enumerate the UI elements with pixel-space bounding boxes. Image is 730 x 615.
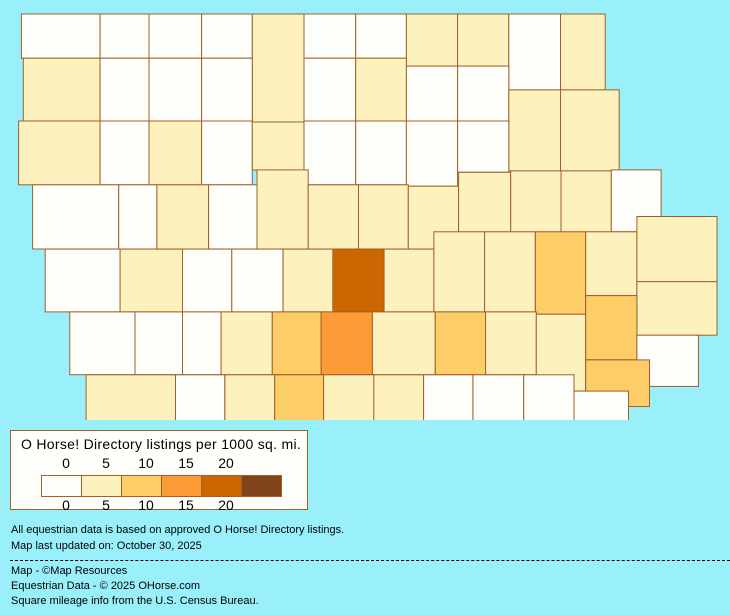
map-credit: Map - ©Map Resources bbox=[11, 565, 128, 577]
legend-tick-bottom: 10 bbox=[138, 497, 154, 513]
county[interactable] bbox=[208, 184, 258, 250]
county[interactable] bbox=[523, 374, 575, 420]
legend-tick-bottom: 15 bbox=[178, 497, 194, 513]
legend-tick-top: 15 bbox=[178, 455, 194, 471]
county[interactable] bbox=[405, 65, 459, 122]
county[interactable] bbox=[148, 13, 203, 59]
county[interactable] bbox=[69, 311, 136, 376]
county[interactable] bbox=[355, 13, 407, 59]
county[interactable] bbox=[251, 121, 305, 171]
county[interactable] bbox=[274, 374, 325, 420]
county[interactable] bbox=[320, 311, 373, 376]
county[interactable] bbox=[323, 374, 375, 420]
county[interactable] bbox=[383, 248, 435, 313]
county[interactable] bbox=[458, 171, 512, 233]
county[interactable] bbox=[405, 13, 459, 67]
county[interactable] bbox=[18, 120, 101, 186]
county[interactable] bbox=[99, 57, 150, 122]
census-credit: Square mileage info from the U.S. Census… bbox=[11, 595, 259, 607]
county[interactable] bbox=[457, 120, 510, 173]
county[interactable] bbox=[282, 248, 334, 313]
county[interactable] bbox=[201, 57, 253, 122]
data-source-note: All equestrian data is based on approved… bbox=[11, 524, 345, 536]
county[interactable] bbox=[182, 248, 233, 313]
county[interactable] bbox=[119, 248, 183, 313]
county[interactable] bbox=[44, 248, 121, 313]
county[interactable] bbox=[355, 120, 407, 186]
county[interactable] bbox=[423, 374, 474, 420]
county[interactable] bbox=[560, 170, 612, 233]
county[interactable] bbox=[32, 184, 120, 250]
county[interactable] bbox=[485, 311, 537, 376]
county[interactable] bbox=[156, 184, 210, 250]
county[interactable] bbox=[99, 120, 150, 186]
county[interactable] bbox=[220, 311, 273, 376]
legend-tick-top: 5 bbox=[102, 455, 110, 471]
county[interactable] bbox=[484, 231, 536, 313]
legend-tick-top: 20 bbox=[218, 455, 234, 471]
county[interactable] bbox=[303, 57, 357, 122]
legend-swatch-0 bbox=[42, 476, 82, 496]
county[interactable] bbox=[256, 169, 309, 250]
legend-color-bar bbox=[41, 475, 282, 497]
divider bbox=[10, 560, 730, 561]
iowa-county-map bbox=[18, 13, 718, 420]
county[interactable] bbox=[371, 311, 436, 376]
county[interactable] bbox=[373, 374, 425, 420]
county[interactable] bbox=[224, 374, 276, 420]
county[interactable] bbox=[636, 216, 718, 283]
legend-title: O Horse! Directory listings per 1000 sq.… bbox=[21, 436, 302, 452]
county[interactable] bbox=[99, 13, 150, 59]
legend-tick-bottom: 0 bbox=[62, 497, 70, 513]
legend-tick-bottom: 20 bbox=[218, 497, 234, 513]
county[interactable] bbox=[85, 374, 176, 420]
county[interactable] bbox=[20, 13, 101, 59]
data-credit: Equestrian Data - © 2025 OHorse.com bbox=[11, 580, 201, 592]
county[interactable] bbox=[472, 374, 525, 420]
legend-tick-bottom: 5 bbox=[102, 497, 110, 513]
county[interactable] bbox=[508, 13, 561, 91]
county[interactable] bbox=[231, 248, 284, 313]
legend-tick-top: 0 bbox=[62, 455, 70, 471]
county[interactable] bbox=[201, 120, 253, 186]
county[interactable] bbox=[303, 120, 357, 186]
legend-swatch-1 bbox=[82, 476, 122, 496]
legend-swatch-3 bbox=[162, 476, 202, 496]
county[interactable] bbox=[636, 281, 718, 336]
county[interactable] bbox=[332, 248, 385, 313]
county[interactable] bbox=[303, 13, 357, 59]
legend-swatch-2 bbox=[122, 476, 162, 496]
last-updated: Map last updated on: October 30, 2025 bbox=[11, 540, 202, 552]
legend: O Horse! Directory listings per 1000 sq.… bbox=[10, 430, 308, 513]
county[interactable] bbox=[585, 231, 638, 297]
county[interactable] bbox=[534, 231, 587, 315]
county[interactable] bbox=[22, 57, 101, 122]
county[interactable] bbox=[433, 231, 486, 313]
county[interactable] bbox=[434, 311, 487, 376]
county[interactable] bbox=[358, 184, 409, 250]
legend-swatch-4 bbox=[202, 476, 242, 496]
county[interactable] bbox=[573, 390, 629, 420]
county[interactable] bbox=[508, 89, 561, 172]
county[interactable] bbox=[271, 311, 322, 376]
county[interactable] bbox=[560, 89, 620, 172]
legend-swatch-5 bbox=[242, 476, 281, 496]
county[interactable] bbox=[307, 184, 360, 250]
county[interactable] bbox=[355, 57, 407, 122]
county[interactable] bbox=[560, 13, 606, 91]
county[interactable] bbox=[457, 13, 510, 67]
county[interactable] bbox=[148, 120, 203, 186]
county[interactable] bbox=[251, 13, 305, 123]
county[interactable] bbox=[201, 13, 253, 59]
county[interactable] bbox=[182, 311, 222, 376]
legend-tick-top: 10 bbox=[138, 455, 154, 471]
county[interactable] bbox=[118, 184, 158, 250]
county[interactable] bbox=[134, 311, 183, 376]
county[interactable] bbox=[585, 295, 638, 361]
county[interactable] bbox=[175, 374, 226, 420]
county[interactable] bbox=[510, 170, 562, 233]
county[interactable] bbox=[457, 65, 510, 122]
county[interactable] bbox=[148, 57, 203, 122]
county[interactable] bbox=[405, 120, 459, 187]
